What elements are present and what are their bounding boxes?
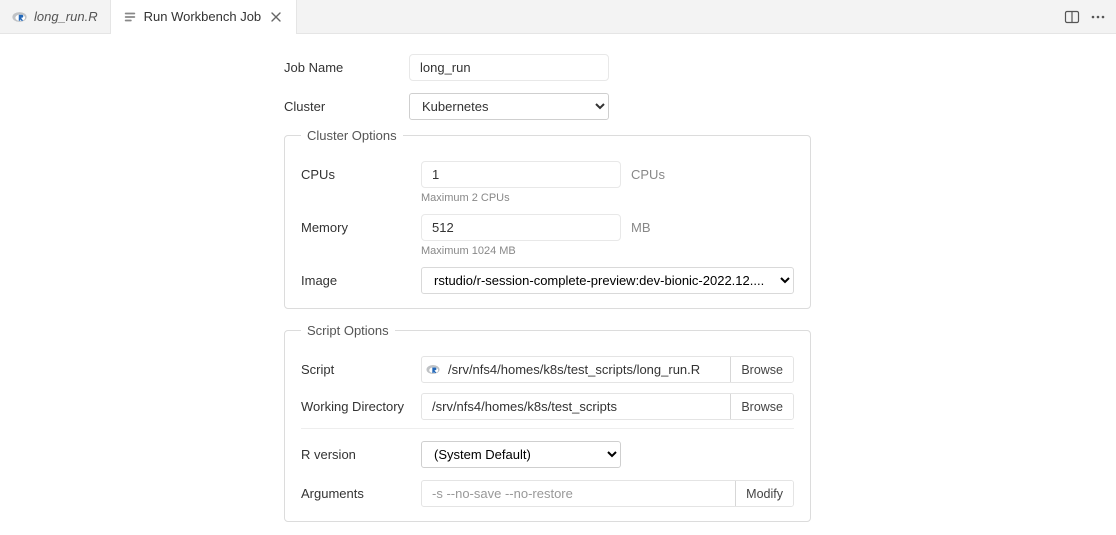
tab-long-run-r[interactable]: long_run.R [0,0,111,34]
r-version-label: R version [301,447,421,462]
working-dir-browse-button[interactable]: Browse [730,393,793,420]
r-logo-icon [12,11,27,23]
arguments-field: -s --no-save --no-restore Modify [421,480,794,507]
r-logo-icon [422,364,444,375]
job-name-label: Job Name [284,60,409,75]
memory-label: Memory [301,220,421,235]
script-label: Script [301,362,421,377]
cluster-select[interactable]: Kubernetes [409,93,609,120]
arguments-modify-button[interactable]: Modify [735,480,793,507]
image-label: Image [301,273,421,288]
more-icon[interactable] [1090,9,1106,25]
script-options-group: Script Options Script Browse Working Dir… [284,323,811,522]
arguments-text: -s --no-save --no-restore [422,486,735,501]
script-browse-button[interactable]: Browse [730,356,793,383]
job-name-input[interactable] [409,54,609,81]
script-path-field: Browse [421,356,794,383]
r-version-select[interactable]: (System Default) [421,441,621,468]
split-editor-icon[interactable] [1064,9,1080,25]
cluster-options-legend: Cluster Options [301,128,403,143]
memory-input[interactable] [421,214,621,241]
tab-run-workbench-job[interactable]: Run Workbench Job [111,0,298,34]
working-dir-input[interactable] [422,399,730,414]
image-select[interactable]: rstudio/r-session-complete-preview:dev-b… [421,267,794,294]
cluster-label: Cluster [284,99,409,114]
settings-panel-icon [123,10,137,24]
cpus-unit: CPUs [631,167,665,182]
cpus-input[interactable] [421,161,621,188]
tabbar-actions [1064,9,1116,25]
tab-title: long_run.R [34,9,98,24]
cpus-hint: Maximum 2 CPUs [421,192,794,204]
cpus-label: CPUs [301,167,421,182]
arguments-label: Arguments [301,486,421,501]
close-icon[interactable] [268,9,284,25]
memory-hint: Maximum 1024 MB [421,245,794,257]
divider [301,428,794,429]
workbench-job-form: Job Name Cluster Kubernetes Cluster Opti… [284,54,1114,535]
script-options-legend: Script Options [301,323,395,338]
working-dir-label: Working Directory [301,399,421,414]
editor-tabbar: long_run.R Run Workbench Job [0,0,1116,34]
tab-title: Run Workbench Job [144,9,262,24]
working-dir-field: Browse [421,393,794,420]
memory-unit: MB [631,220,651,235]
cluster-options-group: Cluster Options CPUs CPUs Maximum 2 CPUs… [284,128,811,309]
script-path-input[interactable] [444,362,730,377]
